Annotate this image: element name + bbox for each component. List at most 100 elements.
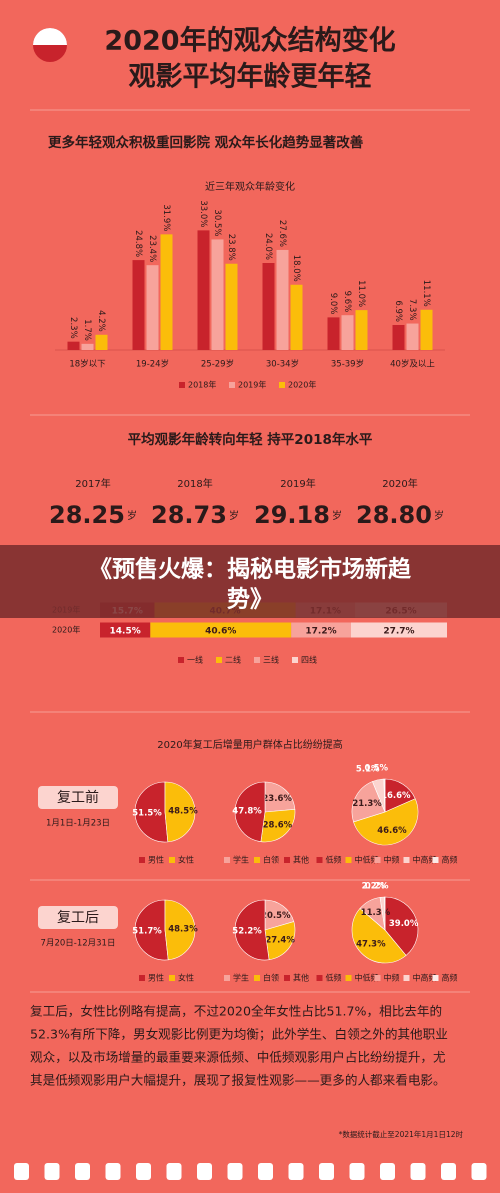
footnote: *数据统计截止至2021年1月1日12时 [339,1129,464,1139]
legend-swatch [374,857,381,863]
pie-slice [264,781,296,813]
legend-swatch [229,382,235,388]
stat-value: 28.80 岁 [356,501,444,529]
legend-swatch [316,857,323,863]
data-label: 28.6% [263,821,293,831]
legend-swatch [279,382,285,388]
data-label: 20.5% [261,911,291,921]
legend-swatch [254,657,260,663]
legend-swatch [178,657,184,663]
data-label: 2.3% [68,317,78,339]
data-label: 52.2% [232,927,262,937]
stat-value: 28.73 岁 [151,501,239,529]
y-tick-label: 2020年 [52,625,80,635]
legend-swatch [224,857,230,863]
data-label: 23.4% [147,235,157,262]
bar [262,263,275,350]
data-label: 47.8% [232,806,262,816]
data-label: 30.5% [212,209,222,236]
section-heading: 2020年复工后增量用户群体占比纷纷提高 [157,738,342,751]
data-label: 24.8% [133,230,143,257]
bar [341,315,354,350]
x-tick-label: 18岁以下 [69,359,106,370]
stat-value: 29.18 岁 [254,501,342,529]
pie-slice [264,921,296,961]
strip-hole [197,1163,212,1180]
bar-segment [150,622,292,638]
data-label: 17.2% [305,627,336,637]
pie-slice [353,798,419,846]
legend-label: 高频 [442,973,458,983]
stat-year: 2020年 [382,477,417,490]
bar [132,260,145,350]
legend-swatch [139,975,145,981]
pie-slice [264,899,295,931]
legend-label: 中低频 [355,855,379,865]
period-label: 复工后 [57,909,99,926]
legend-swatch [284,857,290,863]
legend-swatch [345,857,352,863]
stat-year: 2017年 [75,477,110,490]
pie-slice [234,899,270,961]
strip-hole [288,1163,304,1180]
bar [406,323,419,350]
legend-label: 学生 [233,973,249,983]
bar [211,239,224,350]
bar [225,263,238,350]
data-label: 46.6% [377,826,407,836]
data-label: 11.3% [361,908,391,918]
data-label: 0.5% [364,764,388,774]
data-label: 21.3% [352,799,382,809]
x-tick-label: 30-34岁 [266,359,299,370]
data-label: 9.0% [328,293,338,315]
charts: 18岁以下 2.3% 1.7% 4.2% 19-24岁 24.8% 23.4% 31.9% 25… [30,200,463,1139]
pie-slice [260,809,296,843]
title-line: 观影平均年龄更年轻 [129,61,372,93]
legend-label: 中频 [384,973,400,983]
bar [420,309,433,350]
legend-swatch [169,857,175,863]
data-label: 27.7% [383,627,414,637]
data-label: 9.6% [342,291,352,313]
data-label: 27.6% [277,220,287,247]
legend-label: 2020年 [288,380,316,390]
legend-swatch [432,975,439,981]
data-label: 48.5% [168,807,198,817]
strip-hole [441,1163,456,1180]
paragraph-line: 观众，以及市场增量的最重要来源低频、中低频观影用户占比纷纷提升，尤 [30,1050,446,1065]
data-label: 0.2% [365,882,389,892]
data-label: 31.9% [161,204,171,231]
data-label: 48.3% [168,925,198,935]
stat-unit: 岁 [332,509,342,522]
strip-hole [44,1163,60,1180]
stat-number: 28.80 [356,501,432,529]
strip-hole [319,1163,334,1180]
legend-swatch [374,975,381,981]
pie-slice [134,899,169,961]
legend-swatch [316,975,323,981]
pie-slice [384,896,419,956]
legend-label: 中低频 [355,973,379,983]
legend-swatch [139,857,145,863]
legend-label: 学生 [233,855,249,865]
data-label: 1.7% [82,319,92,341]
pie-slice [134,781,169,843]
data-label: 18.0% [291,255,301,282]
chart-title: 近三年观众年龄变化 [205,180,295,193]
bar [67,341,80,350]
legend-swatch [403,975,410,981]
section-heading: 更多年轻观众积极重回影院 观众年长化趋势显著改善 [48,134,364,151]
bar-segment [100,622,151,638]
data-label: 11.1% [421,280,431,307]
data-label: 6.9% [393,300,403,322]
legend-label: 一线 [187,655,203,665]
legend-label: 其他 [293,973,309,983]
data-label: 14.5% [110,627,141,637]
legend-label: 低频 [326,855,342,865]
legend-label: 2018年 [188,380,216,390]
strip-hole [349,1163,365,1180]
banner-text: 《预售火爆：揭秘电影市场新趋 [89,556,412,583]
legend-label: 男性 [148,973,164,983]
stat-value: 28.25 岁 [49,501,137,529]
